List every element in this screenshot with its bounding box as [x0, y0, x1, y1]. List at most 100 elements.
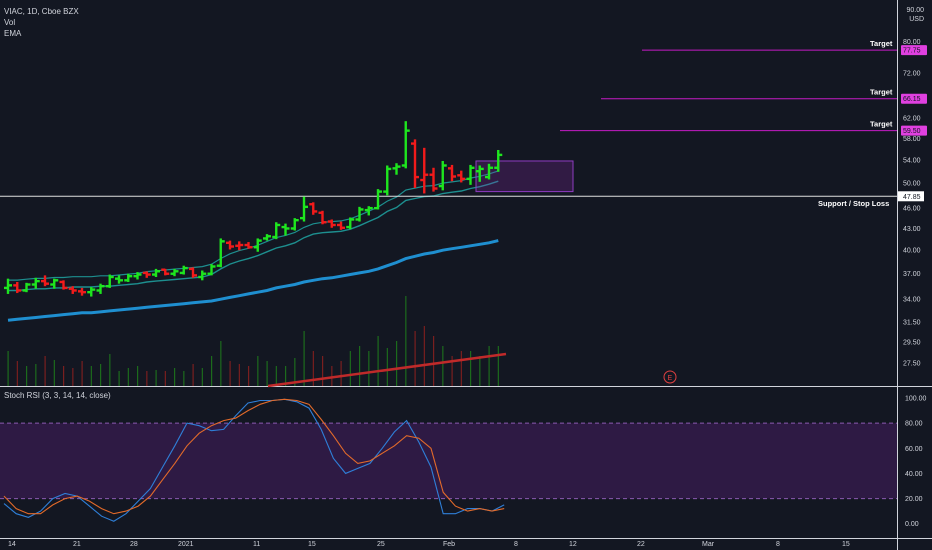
- ohlc-bar: [161, 268, 170, 276]
- ohlc-bar: [318, 210, 327, 225]
- rsi-legend[interactable]: Stoch RSI (3, 3, 14, 14, close): [4, 391, 111, 400]
- time-tick-label: 15: [842, 541, 850, 548]
- target-price-label: 66.15: [903, 96, 921, 103]
- price-tick-label: 62.00: [903, 116, 921, 123]
- volume-bar: [146, 371, 148, 386]
- ohlc-bar: [96, 283, 105, 294]
- ohlc-bar: [429, 167, 438, 192]
- volume-bar: [183, 371, 185, 386]
- price-tick-label: 31.50: [903, 320, 921, 327]
- volume-bar: [16, 361, 18, 386]
- ohlc-bar: [272, 222, 281, 240]
- time-tick-label: 28: [130, 541, 138, 548]
- ohlc-bar: [59, 280, 68, 290]
- target-price-label: 77.75: [903, 48, 921, 55]
- rsi-tick-label: 40.00: [905, 471, 923, 478]
- ohlc-bar: [475, 165, 484, 182]
- volume-bar: [81, 361, 83, 386]
- volume-bar: [497, 346, 499, 386]
- time-tick-label: 21: [73, 541, 81, 548]
- volume-bar: [275, 366, 277, 386]
- time-tick-label: 11: [253, 541, 260, 548]
- ohlc-bar: [346, 217, 355, 230]
- volume-bar: [137, 366, 139, 386]
- rsi-tick-label: 0.00: [905, 521, 919, 528]
- earnings-icon-letter: E: [668, 375, 673, 382]
- ohlc-bar: [124, 273, 133, 282]
- ohlc-bar: [216, 238, 225, 268]
- ohlc-bar: [170, 268, 179, 277]
- ohlc-bar: [244, 242, 253, 249]
- volume-bar: [201, 368, 203, 386]
- volume-bar: [470, 351, 472, 386]
- volume-bar: [127, 368, 129, 386]
- ohlc-bar: [207, 264, 216, 276]
- ohlc-bar: [290, 218, 299, 231]
- rsi-tick-label: 80.00: [905, 421, 923, 428]
- unit-top-tick: 90.00: [906, 7, 924, 14]
- ohlc-bar: [41, 275, 49, 287]
- time-tick-label: 14: [8, 541, 16, 548]
- volume-bar: [53, 360, 55, 386]
- price-tick-label: 46.00: [903, 206, 921, 213]
- ohlc-bar: [337, 221, 345, 230]
- ohlc-bar: [68, 286, 77, 294]
- ohlc-bar: [253, 238, 262, 252]
- support-price-badge: [898, 191, 924, 202]
- time-tick-label: 8: [514, 541, 518, 548]
- ohlc-bar: [309, 202, 318, 215]
- time-tick-label: 22: [637, 541, 645, 548]
- price-tick-label: 72.00: [903, 71, 921, 78]
- price-tick-label: 34.00: [903, 297, 921, 304]
- support-price-label: 47.85: [903, 194, 921, 201]
- ohlc-bar: [87, 287, 96, 297]
- ema-label[interactable]: EMA: [4, 29, 22, 38]
- ohlc-bar: [438, 160, 447, 191]
- ohlc-bar: [420, 147, 429, 194]
- time-tick-label: 15: [308, 541, 316, 548]
- volume-bar: [7, 351, 9, 386]
- volume-bar: [164, 371, 166, 386]
- volume-bar: [266, 361, 268, 386]
- support-label: Support / Stop Loss: [818, 199, 889, 208]
- volume-bar: [359, 346, 361, 386]
- price-tick-label: 58.00: [903, 136, 921, 143]
- currency-unit: 90.00 USD: [906, 6, 924, 24]
- rsi-band: [0, 423, 897, 499]
- vol-label[interactable]: Vol: [4, 18, 16, 27]
- volume-bar: [322, 356, 324, 386]
- symbol-label[interactable]: VIAC, 1D, Cboe BZX: [4, 7, 79, 16]
- volume-bar: [238, 364, 240, 386]
- volume-bar: [211, 356, 213, 386]
- ema-upper-line: [8, 170, 499, 281]
- volume-bar: [414, 331, 416, 386]
- volume-bar: [257, 356, 259, 386]
- volume-bar: [285, 366, 287, 386]
- volume-bar: [294, 358, 296, 386]
- ohlc-bar: [142, 271, 151, 278]
- volume-bar: [248, 366, 250, 386]
- volume-bar: [460, 351, 462, 386]
- volume-bar: [451, 356, 453, 386]
- volume-bar: [26, 366, 28, 386]
- rsi-series-line: [3, 398, 505, 515]
- volume-bar: [174, 368, 176, 386]
- volume-bar: [442, 346, 444, 386]
- target-label: Target: [870, 88, 893, 97]
- volume-trend-line: [267, 352, 507, 388]
- target-price-badge: [901, 125, 927, 136]
- volume-bar: [44, 356, 46, 386]
- volume-bar: [340, 361, 342, 386]
- ohlc-bar: [300, 196, 308, 222]
- volume-bar: [377, 336, 379, 386]
- volume-bar: [396, 341, 398, 386]
- earnings-icon: [663, 370, 677, 384]
- consolidation-box: [475, 160, 574, 193]
- ema-slow-line: [7, 239, 499, 322]
- price-tick-label: 40.00: [903, 248, 921, 255]
- ohlc-bar: [31, 277, 40, 289]
- ema-fast-line: [8, 180, 499, 292]
- ohlc-bar: [115, 275, 123, 284]
- ohlc-bar: [13, 281, 22, 294]
